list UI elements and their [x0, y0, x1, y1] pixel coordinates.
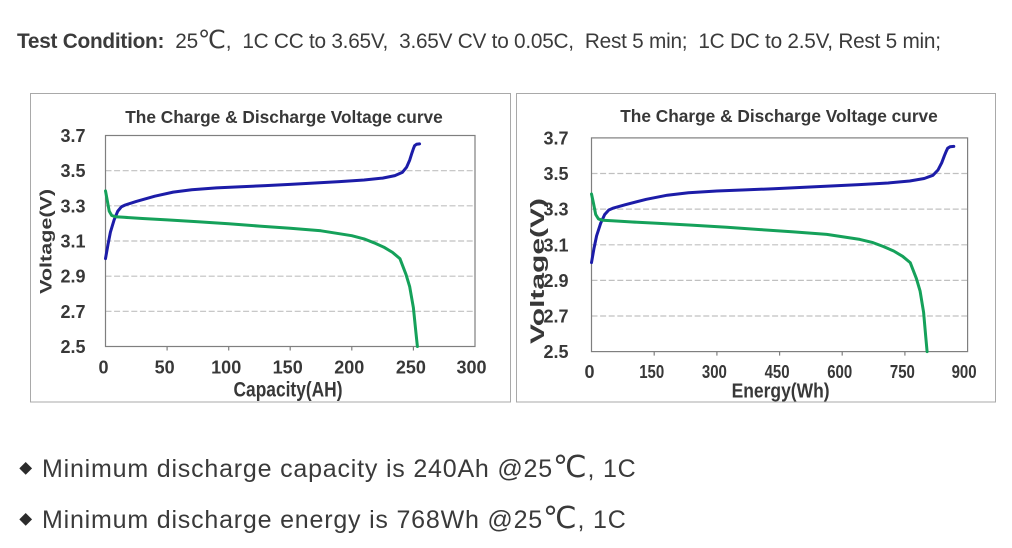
svg-text:3.1: 3.1 [60, 232, 85, 252]
svg-text:2.5: 2.5 [60, 337, 85, 357]
svg-text:300: 300 [456, 358, 486, 378]
svg-text:3.1: 3.1 [543, 235, 568, 255]
svg-text:50: 50 [155, 358, 175, 378]
svg-text:300: 300 [702, 362, 727, 382]
svg-text:2.9: 2.9 [543, 271, 568, 291]
svg-text:250: 250 [396, 358, 426, 378]
svg-text:3.3: 3.3 [543, 200, 568, 220]
svg-text:600: 600 [827, 362, 852, 382]
svg-text:150: 150 [273, 358, 303, 378]
svg-text:750: 750 [890, 362, 915, 382]
svg-text:2.7: 2.7 [60, 302, 85, 322]
svg-text:The Charge & Discharge Voltage: The Charge & Discharge Voltage curve [125, 107, 443, 127]
svg-text:3.5: 3.5 [60, 161, 85, 181]
svg-text:2.5: 2.5 [543, 342, 568, 362]
svg-text:150: 150 [639, 362, 664, 382]
svg-text:0: 0 [98, 358, 108, 378]
svg-text:2.7: 2.7 [543, 307, 568, 327]
svg-text:2.9: 2.9 [60, 267, 85, 287]
svg-text:3.5: 3.5 [543, 164, 568, 184]
svg-text:900: 900 [952, 362, 977, 382]
svg-text:Energy(Wh): Energy(Wh) [732, 381, 830, 403]
svg-text:100: 100 [211, 358, 241, 378]
svg-text:Voltage(V): Voltage(V) [37, 189, 56, 294]
svg-text:450: 450 [765, 362, 790, 382]
svg-text:200: 200 [334, 358, 364, 378]
svg-text:3.7: 3.7 [543, 128, 568, 148]
svg-text:The Charge & Discharge Voltage: The Charge & Discharge Voltage curve [620, 106, 938, 126]
svg-text:0: 0 [584, 362, 594, 382]
svg-text:3.7: 3.7 [60, 126, 85, 146]
svg-text:3.3: 3.3 [60, 196, 85, 216]
svg-text:Voltage(V): Voltage(V) [528, 198, 549, 344]
svg-text:Capacity(AH): Capacity(AH) [234, 379, 343, 402]
